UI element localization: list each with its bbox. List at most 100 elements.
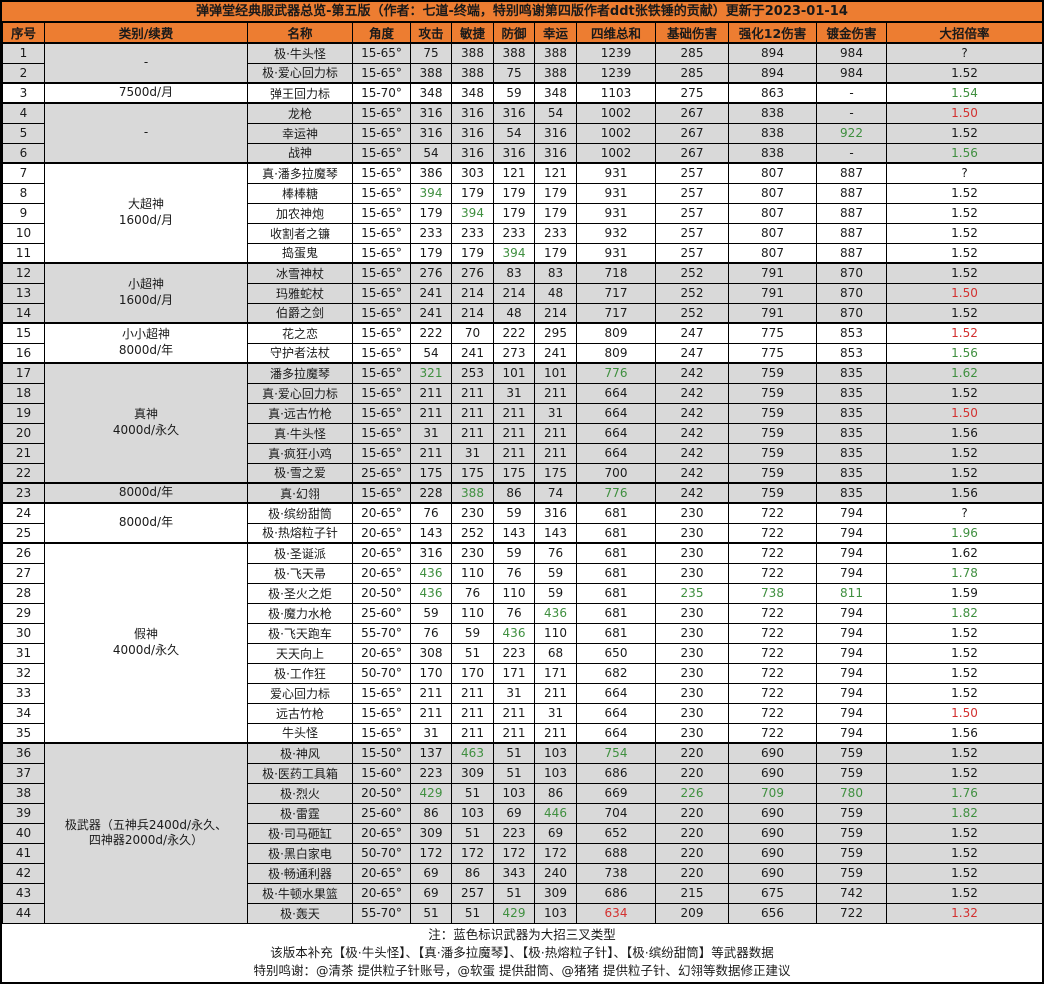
- cell-angle: 15-65°: [352, 282, 411, 304]
- cell-luck: 59: [534, 562, 577, 584]
- cell-gold-damage: 870: [816, 282, 887, 304]
- cell-gold-damage: 887: [816, 222, 887, 244]
- cell-base-damage: 257: [655, 202, 729, 224]
- cell-index: 18: [2, 382, 45, 404]
- weapon-row: 27 极·飞天帚 20-65° 436 110 76 59 681 230 722 794 1.78: [2, 562, 1043, 584]
- cell-agility: 110: [451, 562, 494, 584]
- cell-base-damage: 230: [655, 502, 729, 524]
- cell-angle: 15-65°: [352, 482, 411, 504]
- cell-attack: 388: [410, 62, 452, 84]
- cell-gold-damage: 794: [816, 642, 887, 664]
- cell-attack: 222: [410, 322, 452, 344]
- col-header-category: 类别/续费: [44, 22, 248, 44]
- cell-luck: 214: [534, 302, 577, 324]
- cell-base-damage: 215: [655, 882, 729, 904]
- cell-ult-multiplier: 1.52: [886, 182, 1043, 204]
- cell-index: 38: [2, 782, 45, 804]
- col-header-luck: 幸运: [534, 22, 577, 44]
- cell-index: 35: [2, 722, 45, 744]
- cell-luck: 74: [534, 482, 577, 504]
- cell-gold-damage: 835: [816, 462, 887, 484]
- cell-defense: 171: [493, 662, 535, 684]
- cell-name: 捣蛋鬼: [247, 242, 353, 264]
- cell-gold-damage: 759: [816, 822, 887, 844]
- cell-index: 34: [2, 702, 45, 724]
- cell-enhance12-damage: 690: [728, 862, 817, 884]
- cell-total: 634: [576, 902, 656, 924]
- col-header-enhance12-damage: 强化12伤害: [728, 22, 817, 44]
- weapon-row: 5 幸运神 15-65° 316 316 54 316 1002 267 838 922 1.52: [2, 122, 1043, 144]
- weapon-row: 6 战神 15-65° 54 316 316 316 1002 267 838-1.56: [2, 142, 1043, 164]
- cell-ult-multiplier: 1.62: [886, 542, 1043, 564]
- cell-ult-multiplier: 1.52: [886, 642, 1043, 664]
- cell-attack: 137: [410, 742, 452, 764]
- cell-agility: 316: [451, 122, 494, 144]
- weapon-row: 17 真神 4000d/永久 潘多拉魔琴 15-65° 321 253 101 101 776 2…: [2, 362, 1043, 484]
- cell-total: 738: [576, 862, 656, 884]
- cell-ult-multiplier: 1.56: [886, 482, 1043, 504]
- cell-total: 776: [576, 362, 656, 384]
- weapon-row: 11 捣蛋鬼 15-65° 179 179 394 179 931 257 807 887 1.52: [2, 242, 1043, 264]
- cell-gold-damage: 835: [816, 482, 887, 504]
- cell-attack: 76: [410, 622, 452, 644]
- cell-angle: 15-65°: [352, 722, 411, 744]
- weapon-row: 36 极武器（五神兵2400d/永久、 四神器2000d/永久） 极·神风 15-50…: [2, 742, 1043, 924]
- cell-defense: 31: [493, 682, 535, 704]
- cell-angle: 15-65°: [352, 162, 411, 184]
- cell-ult-multiplier: 1.56: [886, 422, 1043, 444]
- cell-total: 664: [576, 442, 656, 464]
- cell-name: 极·缤纷甜筒: [247, 502, 353, 524]
- cell-enhance12-damage: 775: [728, 322, 817, 344]
- cell-total: 669: [576, 782, 656, 804]
- cell-base-damage: 267: [655, 142, 729, 164]
- cell-attack: 59: [410, 602, 452, 624]
- cell-base-damage: 257: [655, 242, 729, 264]
- cell-defense: 51: [493, 762, 535, 784]
- cell-luck: 295: [534, 322, 577, 344]
- cell-angle: 15-65°: [352, 322, 411, 344]
- cell-angle: 20-65°: [352, 522, 411, 544]
- cell-ult-multiplier: 1.52: [886, 862, 1043, 884]
- cell-attack: 348: [410, 82, 452, 104]
- cell-defense: 211: [493, 702, 535, 724]
- cell-attack: 211: [410, 682, 452, 704]
- cell-base-damage: 230: [655, 682, 729, 704]
- cell-attack: 241: [410, 282, 452, 304]
- cell-angle: 55-70°: [352, 622, 411, 644]
- cell-index: 21: [2, 442, 45, 464]
- cell-luck: 103: [534, 902, 577, 924]
- cell-angle: 55-70°: [352, 902, 411, 924]
- cell-defense: 316: [493, 102, 535, 124]
- cell-name: 加农神炮: [247, 202, 353, 224]
- cell-attack: 172: [410, 842, 452, 864]
- cell-enhance12-damage: 722: [728, 622, 817, 644]
- cell-base-damage: 220: [655, 762, 729, 784]
- cell-angle: 15-65°: [352, 362, 411, 384]
- cell-agility: 103: [451, 802, 494, 824]
- cell-enhance12-damage: 838: [728, 122, 817, 144]
- cell-ult-multiplier: 1.52: [886, 202, 1043, 224]
- cell-index: 5: [2, 122, 45, 144]
- cell-attack: 429: [410, 782, 452, 804]
- cell-total: 717: [576, 302, 656, 324]
- cell-index: 30: [2, 622, 45, 644]
- cell-agility: 388: [451, 42, 494, 64]
- cell-attack: 211: [410, 402, 452, 424]
- cell-gold-damage: 759: [816, 862, 887, 884]
- cell-enhance12-damage: 894: [728, 42, 817, 64]
- cell-angle: 50-70°: [352, 842, 411, 864]
- cell-attack: 175: [410, 462, 452, 484]
- cell-defense: 211: [493, 422, 535, 444]
- cell-total: 700: [576, 462, 656, 484]
- cell-gold-damage: 887: [816, 182, 887, 204]
- cell-defense: 214: [493, 282, 535, 304]
- cell-agility: 211: [451, 382, 494, 404]
- cell-index: 2: [2, 62, 45, 84]
- cell-base-damage: 242: [655, 442, 729, 464]
- cell-angle: 20-65°: [352, 822, 411, 844]
- cell-base-damage: 230: [655, 602, 729, 624]
- cell-enhance12-damage: 722: [728, 682, 817, 704]
- cell-luck: 48: [534, 282, 577, 304]
- cell-total: 776: [576, 482, 656, 504]
- cell-angle: 15-65°: [352, 682, 411, 704]
